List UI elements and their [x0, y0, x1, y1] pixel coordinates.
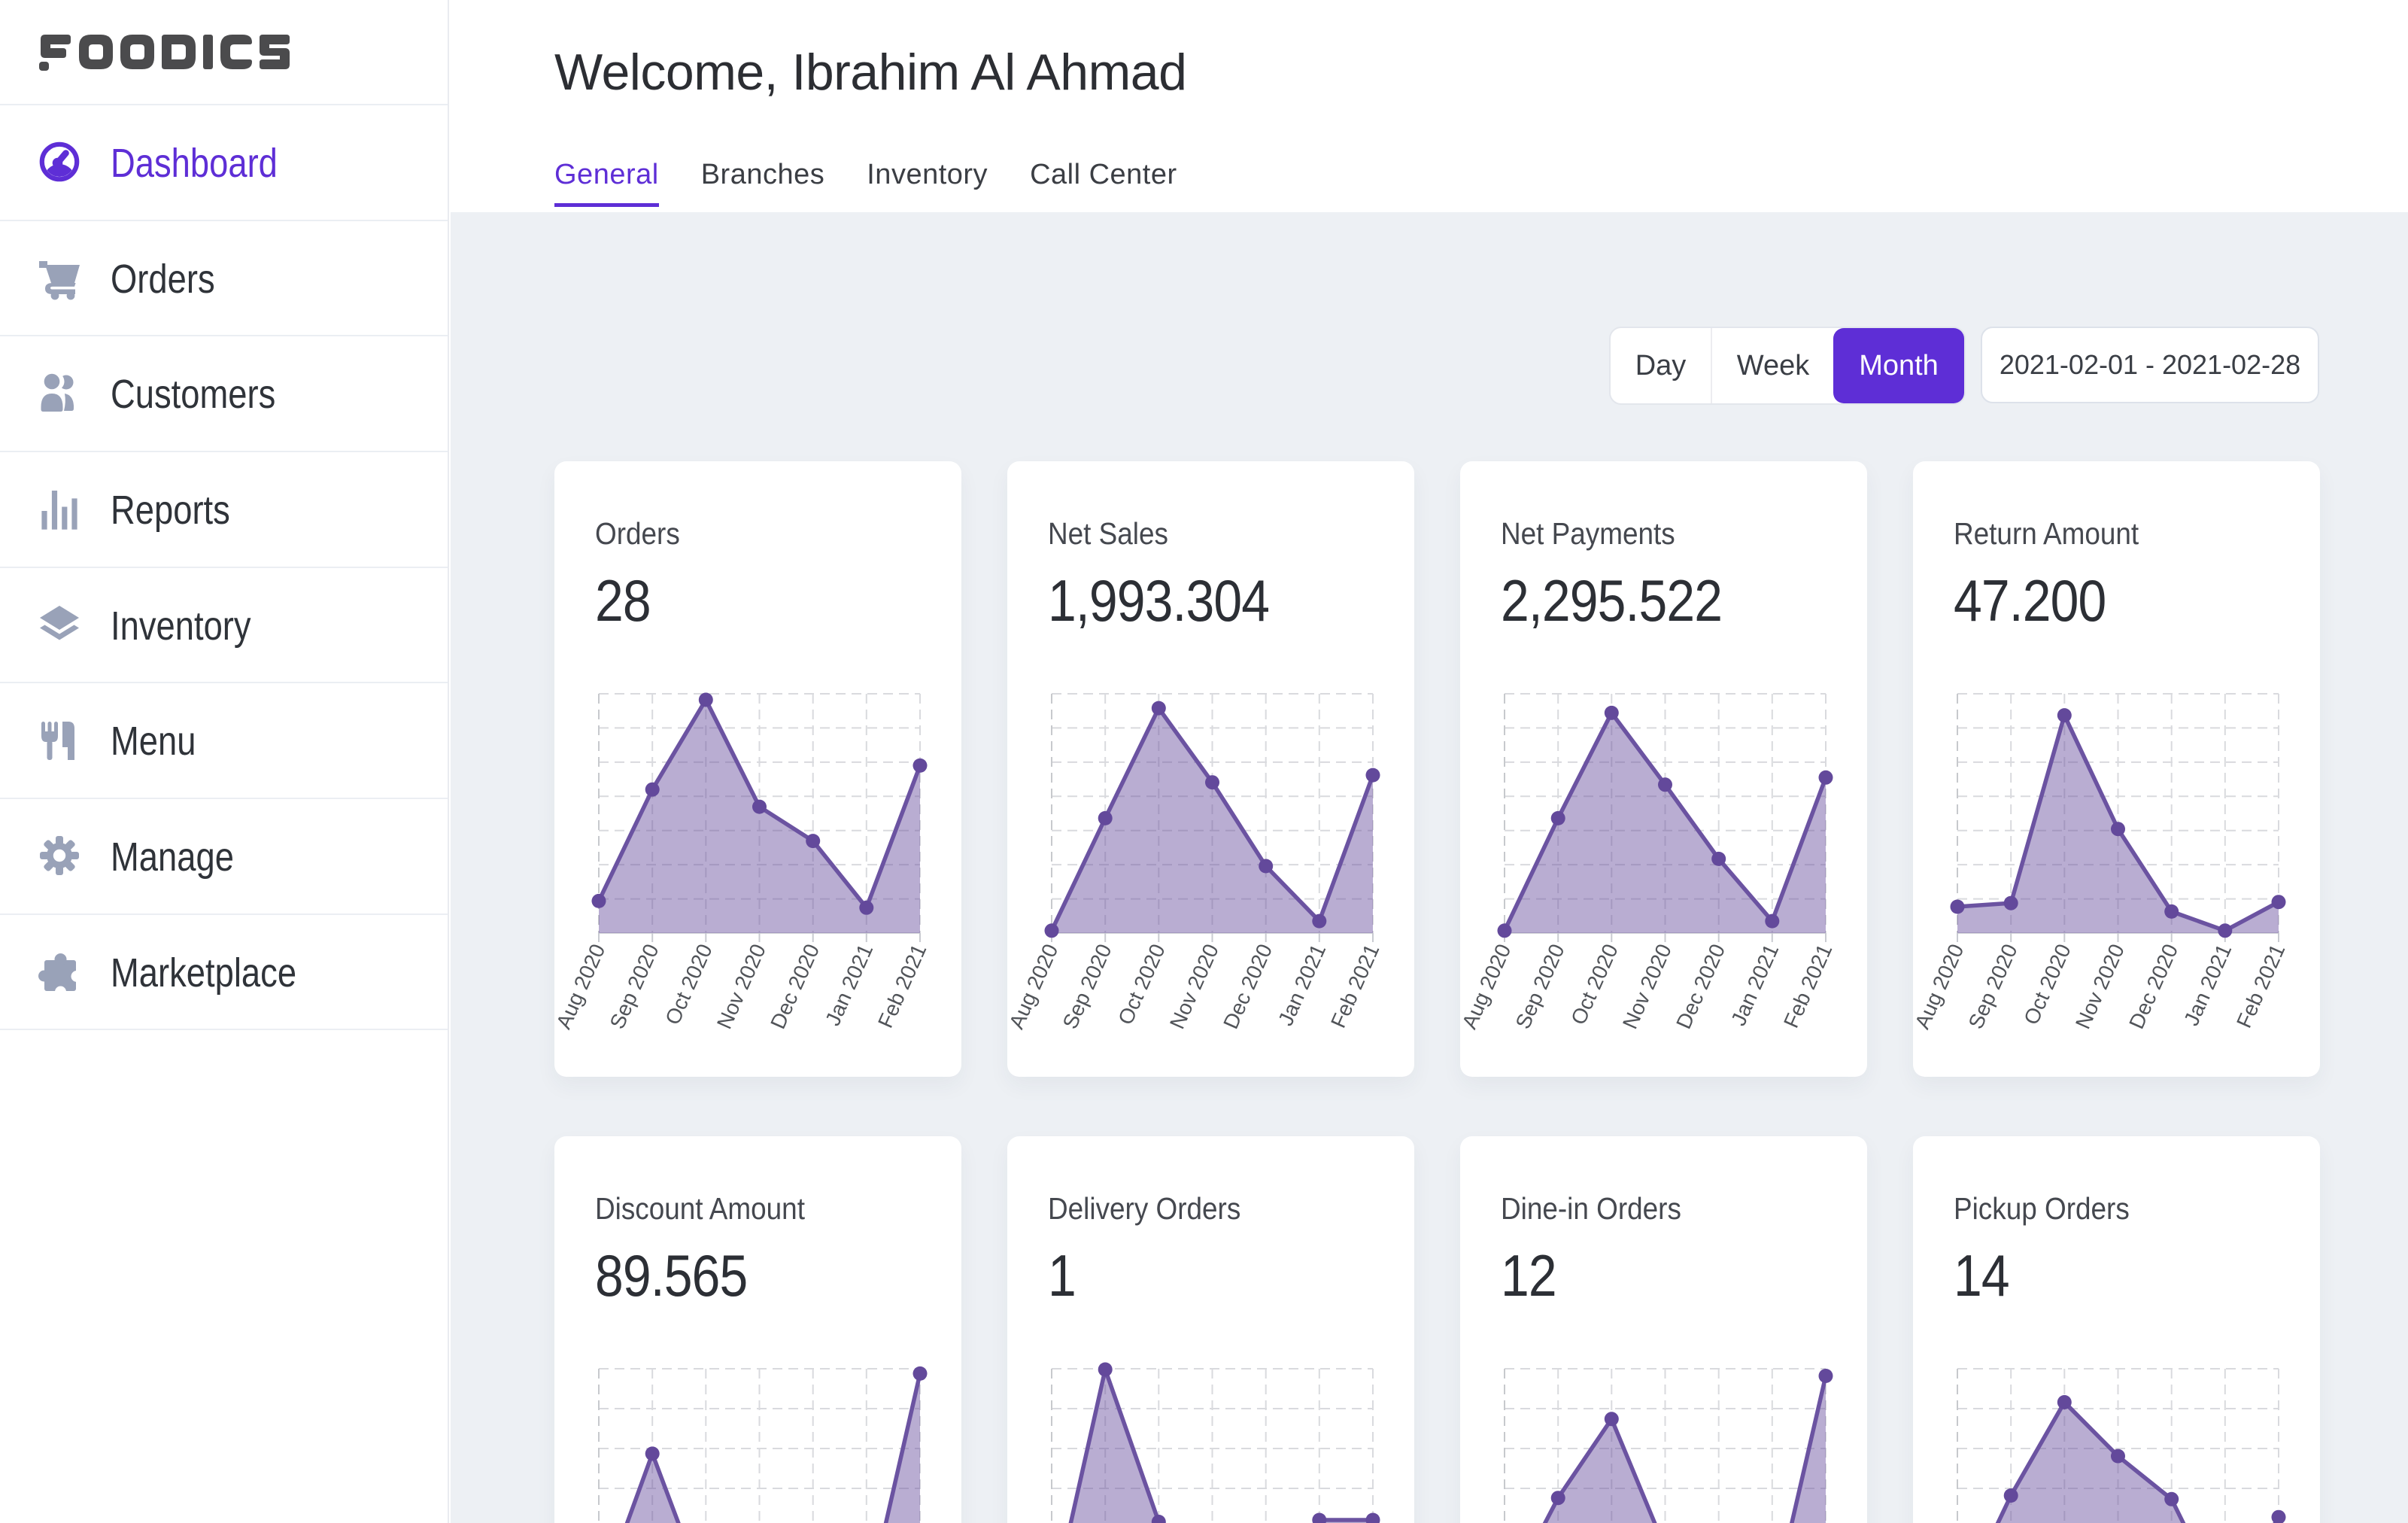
- svg-text:Nov 2020: Nov 2020: [712, 941, 770, 1032]
- svg-text:Jan 2021: Jan 2021: [2179, 941, 2236, 1029]
- svg-text:Aug 2020: Aug 2020: [1004, 941, 1062, 1032]
- svg-text:Aug 2020: Aug 2020: [551, 941, 609, 1032]
- svg-text:Jan 2021: Jan 2021: [1274, 941, 1330, 1029]
- svg-text:Feb 2021: Feb 2021: [1326, 941, 1383, 1032]
- svg-text:Nov 2020: Nov 2020: [2071, 941, 2129, 1032]
- svg-text:Feb 2021: Feb 2021: [1779, 941, 1836, 1032]
- svg-text:Nov 2020: Nov 2020: [1618, 941, 1676, 1032]
- svg-text:Sep 2020: Sep 2020: [1511, 941, 1569, 1032]
- svg-text:Sep 2020: Sep 2020: [1058, 941, 1116, 1032]
- svg-text:Dec 2020: Dec 2020: [1672, 941, 1729, 1032]
- svg-text:Oct 2020: Oct 2020: [2019, 941, 2075, 1028]
- svg-text:Jan 2021: Jan 2021: [1726, 941, 1783, 1029]
- svg-text:Nov 2020: Nov 2020: [1165, 941, 1223, 1032]
- svg-text:Aug 2020: Aug 2020: [1457, 941, 1515, 1032]
- svg-text:Sep 2020: Sep 2020: [1964, 941, 2022, 1032]
- svg-text:Jan 2021: Jan 2021: [821, 941, 877, 1029]
- svg-text:Oct 2020: Oct 2020: [1113, 941, 1170, 1028]
- svg-text:Feb 2021: Feb 2021: [2232, 941, 2289, 1032]
- svg-text:Dec 2020: Dec 2020: [766, 941, 824, 1032]
- svg-text:Dec 2020: Dec 2020: [1219, 941, 1277, 1032]
- svg-text:Aug 2020: Aug 2020: [1910, 941, 1968, 1032]
- svg-text:Dec 2020: Dec 2020: [2124, 941, 2182, 1032]
- svg-text:Oct 2020: Oct 2020: [1566, 941, 1623, 1028]
- svg-text:Sep 2020: Sep 2020: [606, 941, 663, 1032]
- svg-text:Feb 2021: Feb 2021: [873, 941, 931, 1032]
- svg-text:Oct 2020: Oct 2020: [660, 941, 717, 1028]
